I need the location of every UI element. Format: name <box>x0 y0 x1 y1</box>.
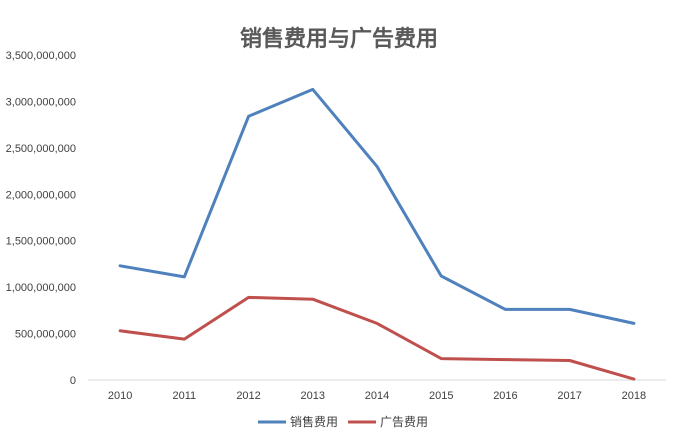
x-tick-label: 2018 <box>622 390 646 402</box>
legend-label-1: 销售费用 <box>290 414 338 429</box>
series-2-point <box>247 296 250 299</box>
legend-label-2: 广告费用 <box>380 415 428 429</box>
series-line-1 <box>118 87 636 325</box>
chart-title: 销售费用与广告费用 <box>240 26 438 52</box>
series-2-point <box>311 298 314 301</box>
series-1-point <box>568 308 571 311</box>
y-tick-label: 0 <box>70 375 76 387</box>
x-tick-label: 2012 <box>236 390 260 402</box>
legend: 销售费用 广告费用 <box>258 414 428 429</box>
x-tick-label: 2017 <box>557 390 581 402</box>
series-1-point <box>183 275 186 279</box>
series-2-point <box>632 377 636 381</box>
series-layer <box>118 87 636 381</box>
y-tick-label: 500,000,000 <box>15 329 76 341</box>
y-tick-label: 2,000,000,000 <box>6 189 76 201</box>
x-tick-label: 2016 <box>493 390 517 402</box>
series-1-point <box>247 115 250 118</box>
series-1-point <box>440 274 443 278</box>
y-tick-label: 1,000,000,000 <box>6 282 76 294</box>
series-1-point <box>375 165 379 168</box>
series-2-point <box>440 357 443 360</box>
series-2-point <box>504 358 507 361</box>
series-1-point <box>118 264 122 267</box>
series-2-point <box>118 329 122 332</box>
series-1-point <box>632 322 636 325</box>
y-tick-label: 1,500,000,000 <box>6 236 76 248</box>
axis-layer: 0 500,000,000 1,000,000,000 1,500,000,000 2,… <box>6 50 666 402</box>
x-tick-label: 2010 <box>108 390 132 402</box>
y-tick-label: 3,500,000,000 <box>6 50 76 62</box>
series-2-point <box>568 359 571 362</box>
series-2-point <box>375 322 379 325</box>
x-tick-label: 2011 <box>173 390 197 402</box>
y-tick-label: 3,000,000,000 <box>6 96 76 108</box>
series-1-point <box>504 308 507 311</box>
x-tick-label: 2015 <box>429 390 453 402</box>
y-tick-label: 2,500,000,000 <box>6 143 76 155</box>
x-tick-label: 2013 <box>301 390 325 402</box>
x-tick-label: 2014 <box>365 390 389 402</box>
series-1-point <box>311 88 314 91</box>
series-2-point <box>183 337 186 341</box>
